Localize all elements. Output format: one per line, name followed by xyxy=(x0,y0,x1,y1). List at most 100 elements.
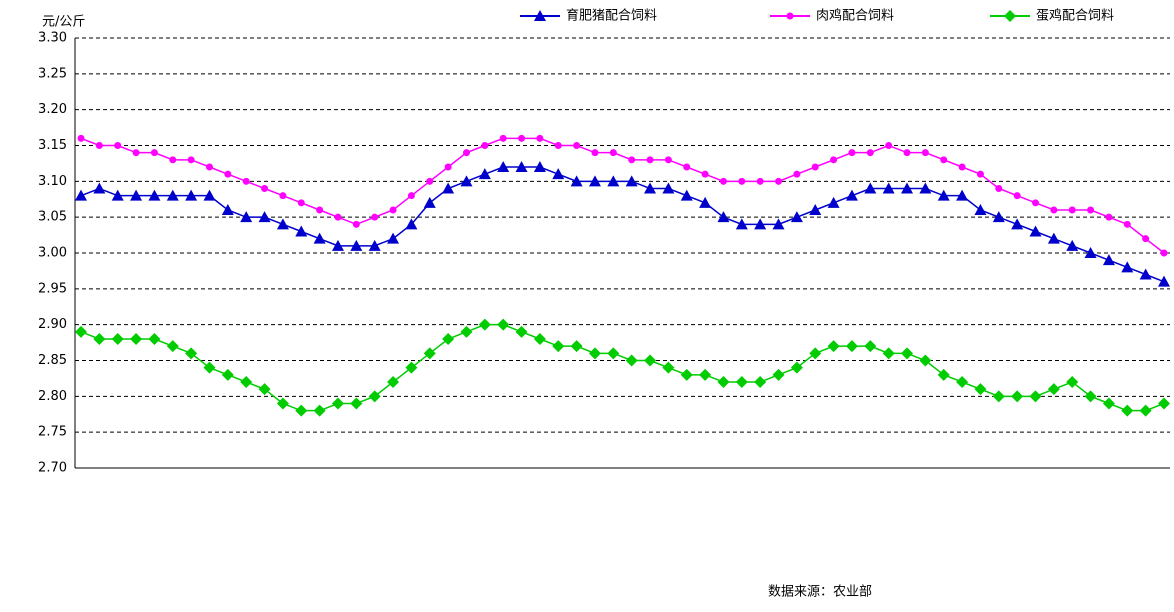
y-tick-label: 2.70 xyxy=(38,461,67,476)
point xyxy=(444,163,452,171)
point xyxy=(478,318,491,331)
point xyxy=(864,182,877,194)
y-tick-label: 2.85 xyxy=(38,353,67,368)
point xyxy=(371,213,379,221)
y-tick-label: 3.20 xyxy=(38,102,67,117)
y-tick-label: 2.75 xyxy=(38,425,67,440)
point xyxy=(646,156,654,164)
point xyxy=(407,192,415,200)
point xyxy=(919,182,932,194)
point xyxy=(295,404,308,417)
point xyxy=(609,149,617,157)
point xyxy=(628,156,636,164)
point xyxy=(662,361,675,374)
point xyxy=(570,340,583,353)
point xyxy=(573,142,581,149)
point xyxy=(77,134,85,142)
legend-label: 肉鸡配合饲料 xyxy=(816,8,894,24)
point xyxy=(903,149,911,157)
point xyxy=(331,239,344,251)
point xyxy=(719,177,727,185)
point xyxy=(295,225,308,237)
point xyxy=(1066,239,1079,251)
point xyxy=(368,239,381,251)
point xyxy=(625,354,638,367)
legend-marker xyxy=(1004,10,1016,22)
point xyxy=(478,168,491,180)
point xyxy=(809,347,822,360)
point xyxy=(662,182,675,194)
point xyxy=(717,376,730,388)
point xyxy=(901,182,914,194)
point xyxy=(790,361,803,374)
point xyxy=(735,376,748,388)
point xyxy=(591,149,599,157)
point xyxy=(992,390,1005,403)
y-tick-label: 2.90 xyxy=(38,317,67,332)
point xyxy=(242,177,250,185)
point xyxy=(1029,390,1042,403)
point xyxy=(75,325,87,338)
point xyxy=(75,189,87,201)
point xyxy=(699,196,712,208)
point xyxy=(111,189,124,201)
point xyxy=(536,134,544,142)
point xyxy=(166,340,179,353)
point xyxy=(515,325,528,338)
point xyxy=(423,196,436,208)
point xyxy=(297,199,305,207)
point xyxy=(827,196,840,208)
point xyxy=(588,347,601,360)
legend-marker xyxy=(786,12,794,20)
point xyxy=(1047,232,1060,244)
point xyxy=(772,218,785,230)
point xyxy=(864,340,877,353)
point xyxy=(405,218,418,230)
point xyxy=(992,211,1005,223)
point xyxy=(866,149,874,157)
point xyxy=(1139,268,1152,280)
point xyxy=(368,390,381,403)
point xyxy=(1047,383,1060,396)
point xyxy=(111,333,124,345)
point xyxy=(644,354,657,367)
point xyxy=(1105,213,1113,221)
point xyxy=(316,206,324,214)
point xyxy=(552,340,565,353)
point xyxy=(460,325,473,338)
point xyxy=(442,333,455,345)
point xyxy=(258,383,271,396)
point xyxy=(607,175,620,187)
point xyxy=(1158,275,1170,287)
point xyxy=(956,376,969,388)
point xyxy=(1066,376,1079,388)
point xyxy=(203,189,216,201)
point xyxy=(1121,261,1134,273)
point xyxy=(130,333,143,345)
point xyxy=(664,156,672,164)
point xyxy=(1123,220,1131,228)
point xyxy=(848,149,856,157)
point xyxy=(1032,199,1040,207)
point xyxy=(331,397,344,410)
point xyxy=(240,211,253,223)
point xyxy=(717,211,730,223)
point xyxy=(313,232,326,244)
point xyxy=(830,156,838,164)
point xyxy=(462,149,470,157)
point xyxy=(882,347,895,360)
point xyxy=(279,192,287,200)
y-tick-label: 3.00 xyxy=(38,246,67,261)
point xyxy=(775,177,783,185)
point xyxy=(423,347,436,360)
point xyxy=(499,134,507,142)
point xyxy=(93,333,106,345)
point xyxy=(205,163,213,171)
point xyxy=(937,189,950,201)
point xyxy=(460,175,473,187)
y-axis-label: 元/公斤 xyxy=(42,15,85,30)
y-tick-label: 2.80 xyxy=(38,389,67,404)
point xyxy=(185,347,198,360)
point xyxy=(554,142,562,149)
